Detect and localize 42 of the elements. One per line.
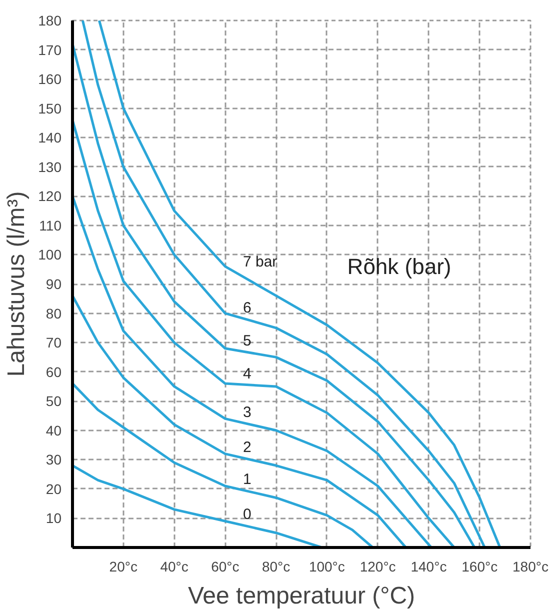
y-tick-label: 90 [46,276,62,292]
line-series [72,294,408,548]
series-label: 3 [242,404,252,421]
y-tick-label: 120 [38,188,62,204]
x-tick-label: 20°c [109,558,138,574]
line-series [72,464,324,548]
y-tick-label: 180 [38,12,62,28]
y-tick-label: 100 [38,246,62,263]
y-tick-label: 170 [38,42,62,58]
series-label: 0 [242,506,252,524]
y-tick-label: 80 [46,305,62,322]
series-label: 2 [242,438,252,456]
y-tick-label: 50 [46,393,62,410]
y-axis-title: Lahustuvus (l/m³) [3,191,30,377]
y-tick-label: 150 [38,100,62,116]
series-label: 5 [242,332,252,350]
series-label: 7 bar [242,254,278,271]
y-tick-label: 140 [38,130,62,146]
y-tick-label: 30 [46,452,62,468]
y-tick-label: 40 [46,422,62,438]
annotation: Rõhk (bar) [347,254,452,279]
x-tick-label: 100°c [308,558,345,574]
series-label: 6 [242,299,252,316]
x-axis-title: Vee temperatuur (°C) [188,582,416,610]
x-tick-label: 140°c [410,558,447,574]
y-tick-label: 10 [46,510,62,526]
x-tick-label: 160°c [462,558,498,574]
y-tick-label: 20 [46,480,62,497]
x-tick-label: 180°c [512,558,548,574]
y-tick-label: 70 [46,334,62,351]
series-label: 4 [242,366,252,383]
x-tick-label: 60°c [211,558,240,574]
line-series [72,382,374,548]
y-tick-label: 130 [38,158,62,175]
y-tick-label: 60 [46,364,62,380]
y-tick-label: 110 [39,217,62,234]
x-tick-label: 40°c [160,558,188,574]
x-tick-label: 120°c [360,558,396,574]
y-tick-label: 160 [38,71,62,88]
series-label: 1 [242,471,252,488]
line-series [72,118,456,548]
x-tick-label: 80°c [262,558,290,574]
